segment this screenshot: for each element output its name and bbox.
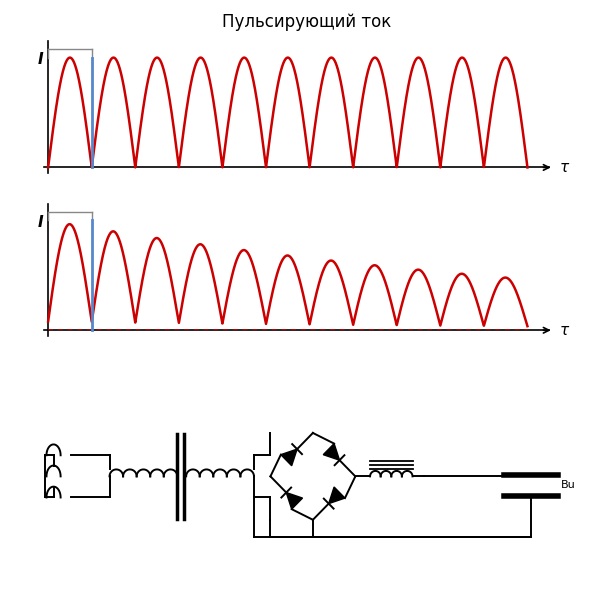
Text: τ: τ	[560, 160, 569, 175]
Text: I: I	[37, 215, 43, 230]
Polygon shape	[324, 444, 340, 460]
Polygon shape	[286, 493, 303, 509]
Text: Вu: Вu	[561, 481, 575, 490]
Text: I: I	[37, 52, 43, 68]
Text: τ: τ	[560, 323, 569, 338]
Polygon shape	[281, 449, 297, 466]
Text: Пульсирующий ток: Пульсирующий ток	[222, 13, 392, 31]
Polygon shape	[328, 487, 345, 504]
